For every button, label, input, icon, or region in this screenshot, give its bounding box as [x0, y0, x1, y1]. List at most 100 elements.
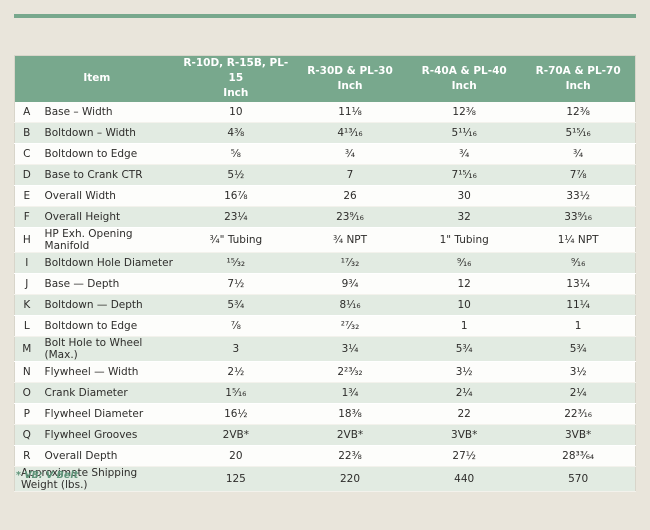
row-item-label: Boltdown Hole Diameter [38, 252, 179, 274]
row-value: 1 [521, 315, 636, 337]
table-row: I Boltdown Hole Diameter ¹⁵⁄₃₂ ¹⁷⁄₃₂ ⁹⁄₁₆ ⁹⁄₁… [14, 252, 636, 274]
row-value: 16½ [178, 403, 293, 425]
row-letter: P [14, 403, 39, 425]
row-value: 10 [178, 101, 293, 123]
row-value: 4¹³⁄₁₆ [292, 122, 408, 144]
row-value: 2²³⁄₃₂ [292, 361, 408, 383]
row-value: 22 [407, 403, 522, 425]
row-value: 5¾ [407, 336, 522, 362]
row-value: 12 [407, 273, 522, 295]
row-value: 2¼ [521, 382, 636, 404]
table-row: Q Flywheel Grooves 2VB* 2VB* 3VB* 3VB* [14, 424, 636, 446]
row-letter: J [14, 273, 39, 295]
row-value: 12⅜ [521, 101, 636, 123]
row-letter: F [14, 206, 39, 228]
row-value: 1 [407, 315, 522, 337]
table-row: D Base to Crank CTR 5½ 7 7¹⁵⁄₁₆ 7⅞ [14, 164, 636, 186]
row-item-label: Base – Width [38, 101, 179, 123]
row-letter: R [14, 445, 39, 467]
row-value: 10 [407, 294, 522, 316]
row-value: 18⅜ [292, 403, 408, 425]
row-value: 8¹⁄₁₆ [292, 294, 408, 316]
row-value: ¾ [521, 143, 636, 165]
column-header-model-1: R-10D, R-15B, PL-15 Inch [178, 55, 293, 102]
table-row: B Boltdown – Width 4⅜ 4¹³⁄₁₆ 5¹¹⁄₁₆ 5¹⁵⁄₁₆ [14, 122, 636, 144]
row-letter: I [14, 252, 39, 274]
row-value: ⅝ [178, 143, 293, 165]
row-letter: Q [14, 424, 39, 446]
row-value: 3VB* [521, 424, 636, 446]
row-value: 27½ [407, 445, 522, 467]
row-value: 23¼ [178, 206, 293, 228]
row-value: 3VB* [407, 424, 522, 446]
row-value: 5¹¹⁄₁₆ [407, 122, 522, 144]
table-row: O Crank Diameter 1⁵⁄₁₆ 1¾ 2¼ 2¼ [14, 382, 636, 404]
column-header-unit: Inch [223, 87, 249, 100]
row-letter: C [14, 143, 39, 165]
row-value: ¹⁵⁄₃₂ [178, 252, 293, 274]
row-value: 1" Tubing [407, 227, 522, 253]
table-row: K Boltdown — Depth 5¾ 8¹⁄₁₆ 10 11¼ [14, 294, 636, 316]
table-row: N Flywheel — Width 2½ 2²³⁄₃₂ 3½ 3½ [14, 361, 636, 383]
row-letter: B [14, 122, 39, 144]
row-letter: N [14, 361, 39, 383]
row-item-label: Boltdown – Width [38, 122, 179, 144]
column-header-model-name: R-30D & PL-30 [307, 64, 393, 77]
row-item-label: Flywheel Grooves [38, 424, 179, 446]
row-letter: D [14, 164, 39, 186]
row-value: ¹⁷⁄₃₂ [292, 252, 408, 274]
row-value: 1⁵⁄₁₆ [178, 382, 293, 404]
row-letter: H [14, 227, 39, 253]
table-row: F Overall Height 23¼ 23⁹⁄₁₆ 32 33⁹⁄₁₆ [14, 206, 636, 228]
row-item-label: Overall Width [38, 185, 179, 207]
table-row: C Boltdown to Edge ⅝ ¾ ¾ ¾ [14, 143, 636, 165]
column-header-model-2: R-30D & PL-30 Inch [292, 55, 408, 102]
row-item-label: Crank Diameter [38, 382, 179, 404]
row-item-label: Base to Crank CTR [38, 164, 179, 186]
column-header-model-name: R-70A & PL-70 [535, 64, 621, 77]
column-header-unit: Inch [451, 79, 477, 92]
row-value: ²⁷⁄₃₂ [292, 315, 408, 337]
table-header: Item R-10D, R-15B, PL-15 Inch R-30D & PL… [14, 55, 636, 102]
row-value: 7⅞ [521, 164, 636, 186]
top-accent-rule [14, 14, 636, 18]
header-row: Item R-10D, R-15B, PL-15 Inch R-30D & PL… [14, 55, 636, 102]
row-letter: M [14, 336, 39, 362]
shipping-weight-label: Approximate Shipping Weight (lbs.) [14, 465, 179, 492]
shipping-weight-row: Approximate Shipping Weight (lbs.) 125 2… [14, 465, 636, 492]
row-value: 5¾ [178, 294, 293, 316]
column-header-unit: Inch [565, 79, 591, 92]
column-header-model-4: R-70A & PL-70 Inch [521, 55, 636, 102]
row-value: 3¼ [292, 336, 408, 362]
row-item-label: Boltdown — Depth [38, 294, 179, 316]
shipping-weight-value: 220 [292, 465, 408, 492]
table-body: A Base – Width 10 11⅛ 12⅜ 12⅜ B Boltdown – Widt… [14, 101, 636, 467]
row-value: ⁹⁄₁₆ [407, 252, 522, 274]
row-value: ¾ [407, 143, 522, 165]
row-letter: E [14, 185, 39, 207]
row-value: 22⅜ [292, 445, 408, 467]
row-item-label: HP Exh. Opening Manifold [38, 227, 179, 253]
row-value: 5¾ [521, 336, 636, 362]
row-item-label: Boltdown to Edge [38, 315, 179, 337]
row-value: 2VB* [292, 424, 408, 446]
row-value: 11¼ [521, 294, 636, 316]
row-value: 33⁹⁄₁₆ [521, 206, 636, 228]
table-footer: Approximate Shipping Weight (lbs.) 125 2… [14, 465, 636, 492]
row-value: 3 [178, 336, 293, 362]
row-value: 7 [292, 164, 408, 186]
row-value: 2½ [178, 361, 293, 383]
row-value: 4⅜ [178, 122, 293, 144]
row-letter: L [14, 315, 39, 337]
row-value: 7½ [178, 273, 293, 295]
row-value: 30 [407, 185, 522, 207]
table-row: A Base – Width 10 11⅛ 12⅜ 12⅜ [14, 101, 636, 123]
row-item-label: Boltdown to Edge [38, 143, 179, 165]
row-item-label: Overall Depth [38, 445, 179, 467]
row-value: 7¹⁵⁄₁₆ [407, 164, 522, 186]
row-letter: A [14, 101, 39, 123]
column-header-item: Item [14, 55, 179, 102]
table-row: R Overall Depth 20 22⅜ 27½ 28³³⁄₆₄ [14, 445, 636, 467]
shipping-weight-value: 440 [407, 465, 522, 492]
row-value: 26 [292, 185, 408, 207]
